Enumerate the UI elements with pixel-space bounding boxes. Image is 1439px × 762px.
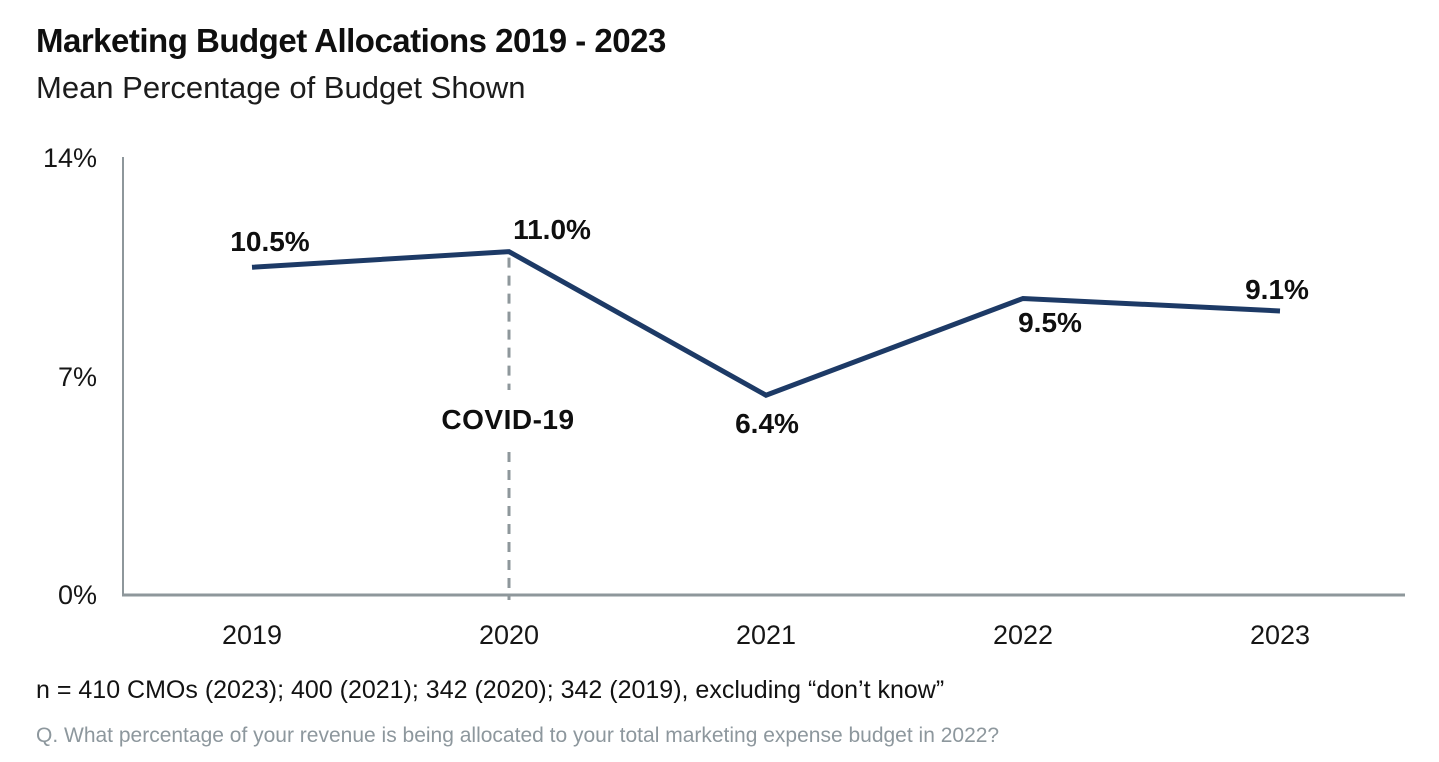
x-tick-label: 2020 bbox=[478, 620, 540, 650]
sample-size-note: n = 410 CMOs (2023); 400 (2021); 342 (20… bbox=[36, 676, 945, 704]
data-point-label: 6.4% bbox=[735, 408, 799, 440]
data-point-label: 9.1% bbox=[1245, 273, 1309, 305]
survey-question-note: Q. What percentage of your revenue is be… bbox=[36, 724, 1000, 747]
budget-series-line bbox=[251, 249, 1281, 398]
data-point-label: 10.5% bbox=[230, 226, 310, 258]
y-tick-label: 7% bbox=[57, 361, 97, 392]
x-tick-label: 2023 bbox=[1249, 620, 1311, 650]
x-tick-label: 2022 bbox=[992, 620, 1054, 650]
data-point-label: 11.0% bbox=[513, 213, 591, 245]
chart-subtitle: Mean Percentage of Budget Shown bbox=[36, 70, 526, 105]
y-tick-label: 14% bbox=[42, 143, 97, 173]
data-point-label: 9.5% bbox=[1018, 307, 1082, 339]
chart-title: Marketing Budget Allocations 2019 - 2023 bbox=[36, 22, 666, 59]
x-tick-label: 2021 bbox=[735, 620, 797, 650]
y-tick-label: 0% bbox=[57, 580, 97, 610]
covid-annotation-label: COVID-19 bbox=[441, 404, 575, 435]
x-tick-label: 2019 bbox=[221, 620, 283, 650]
